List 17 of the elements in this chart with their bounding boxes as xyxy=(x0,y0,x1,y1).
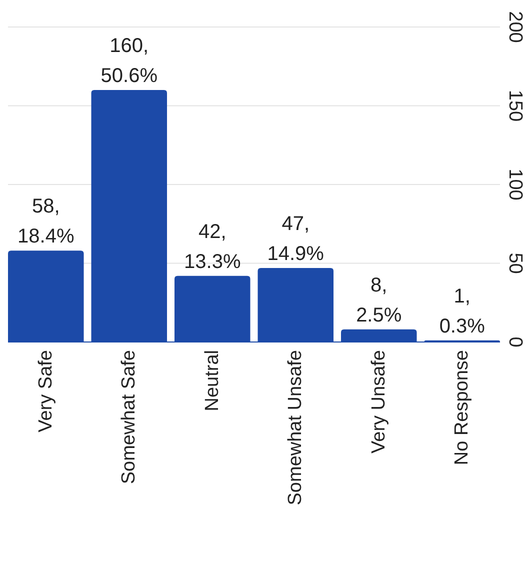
x-tick-label: Very Unsafe xyxy=(368,350,390,454)
data-label: 1, 0.3% xyxy=(439,285,486,338)
x-tick-label: Somewhat Unsafe xyxy=(285,350,306,506)
y-tick-label: 0 xyxy=(504,336,526,348)
x-tick-label: Somewhat Safe xyxy=(118,350,140,484)
data-label: 8, 2.5% xyxy=(356,274,402,326)
data-label: 160, 50.6% xyxy=(100,35,158,87)
data-label: 47, 14.9% xyxy=(267,212,324,265)
data-label: 42, 13.3% xyxy=(184,220,241,273)
y-tick-label: 150 xyxy=(504,90,526,122)
y-tick-label: 50 xyxy=(504,252,526,274)
x-tick-label: Neutral xyxy=(202,350,223,412)
y-tick-label: 100 xyxy=(504,168,526,200)
data-label: 58, 18.4% xyxy=(18,196,74,248)
y-tick-label: 200 xyxy=(504,11,526,43)
x-tick-label: Very Safe xyxy=(35,350,56,432)
x-tick-label: No Response xyxy=(452,350,473,466)
